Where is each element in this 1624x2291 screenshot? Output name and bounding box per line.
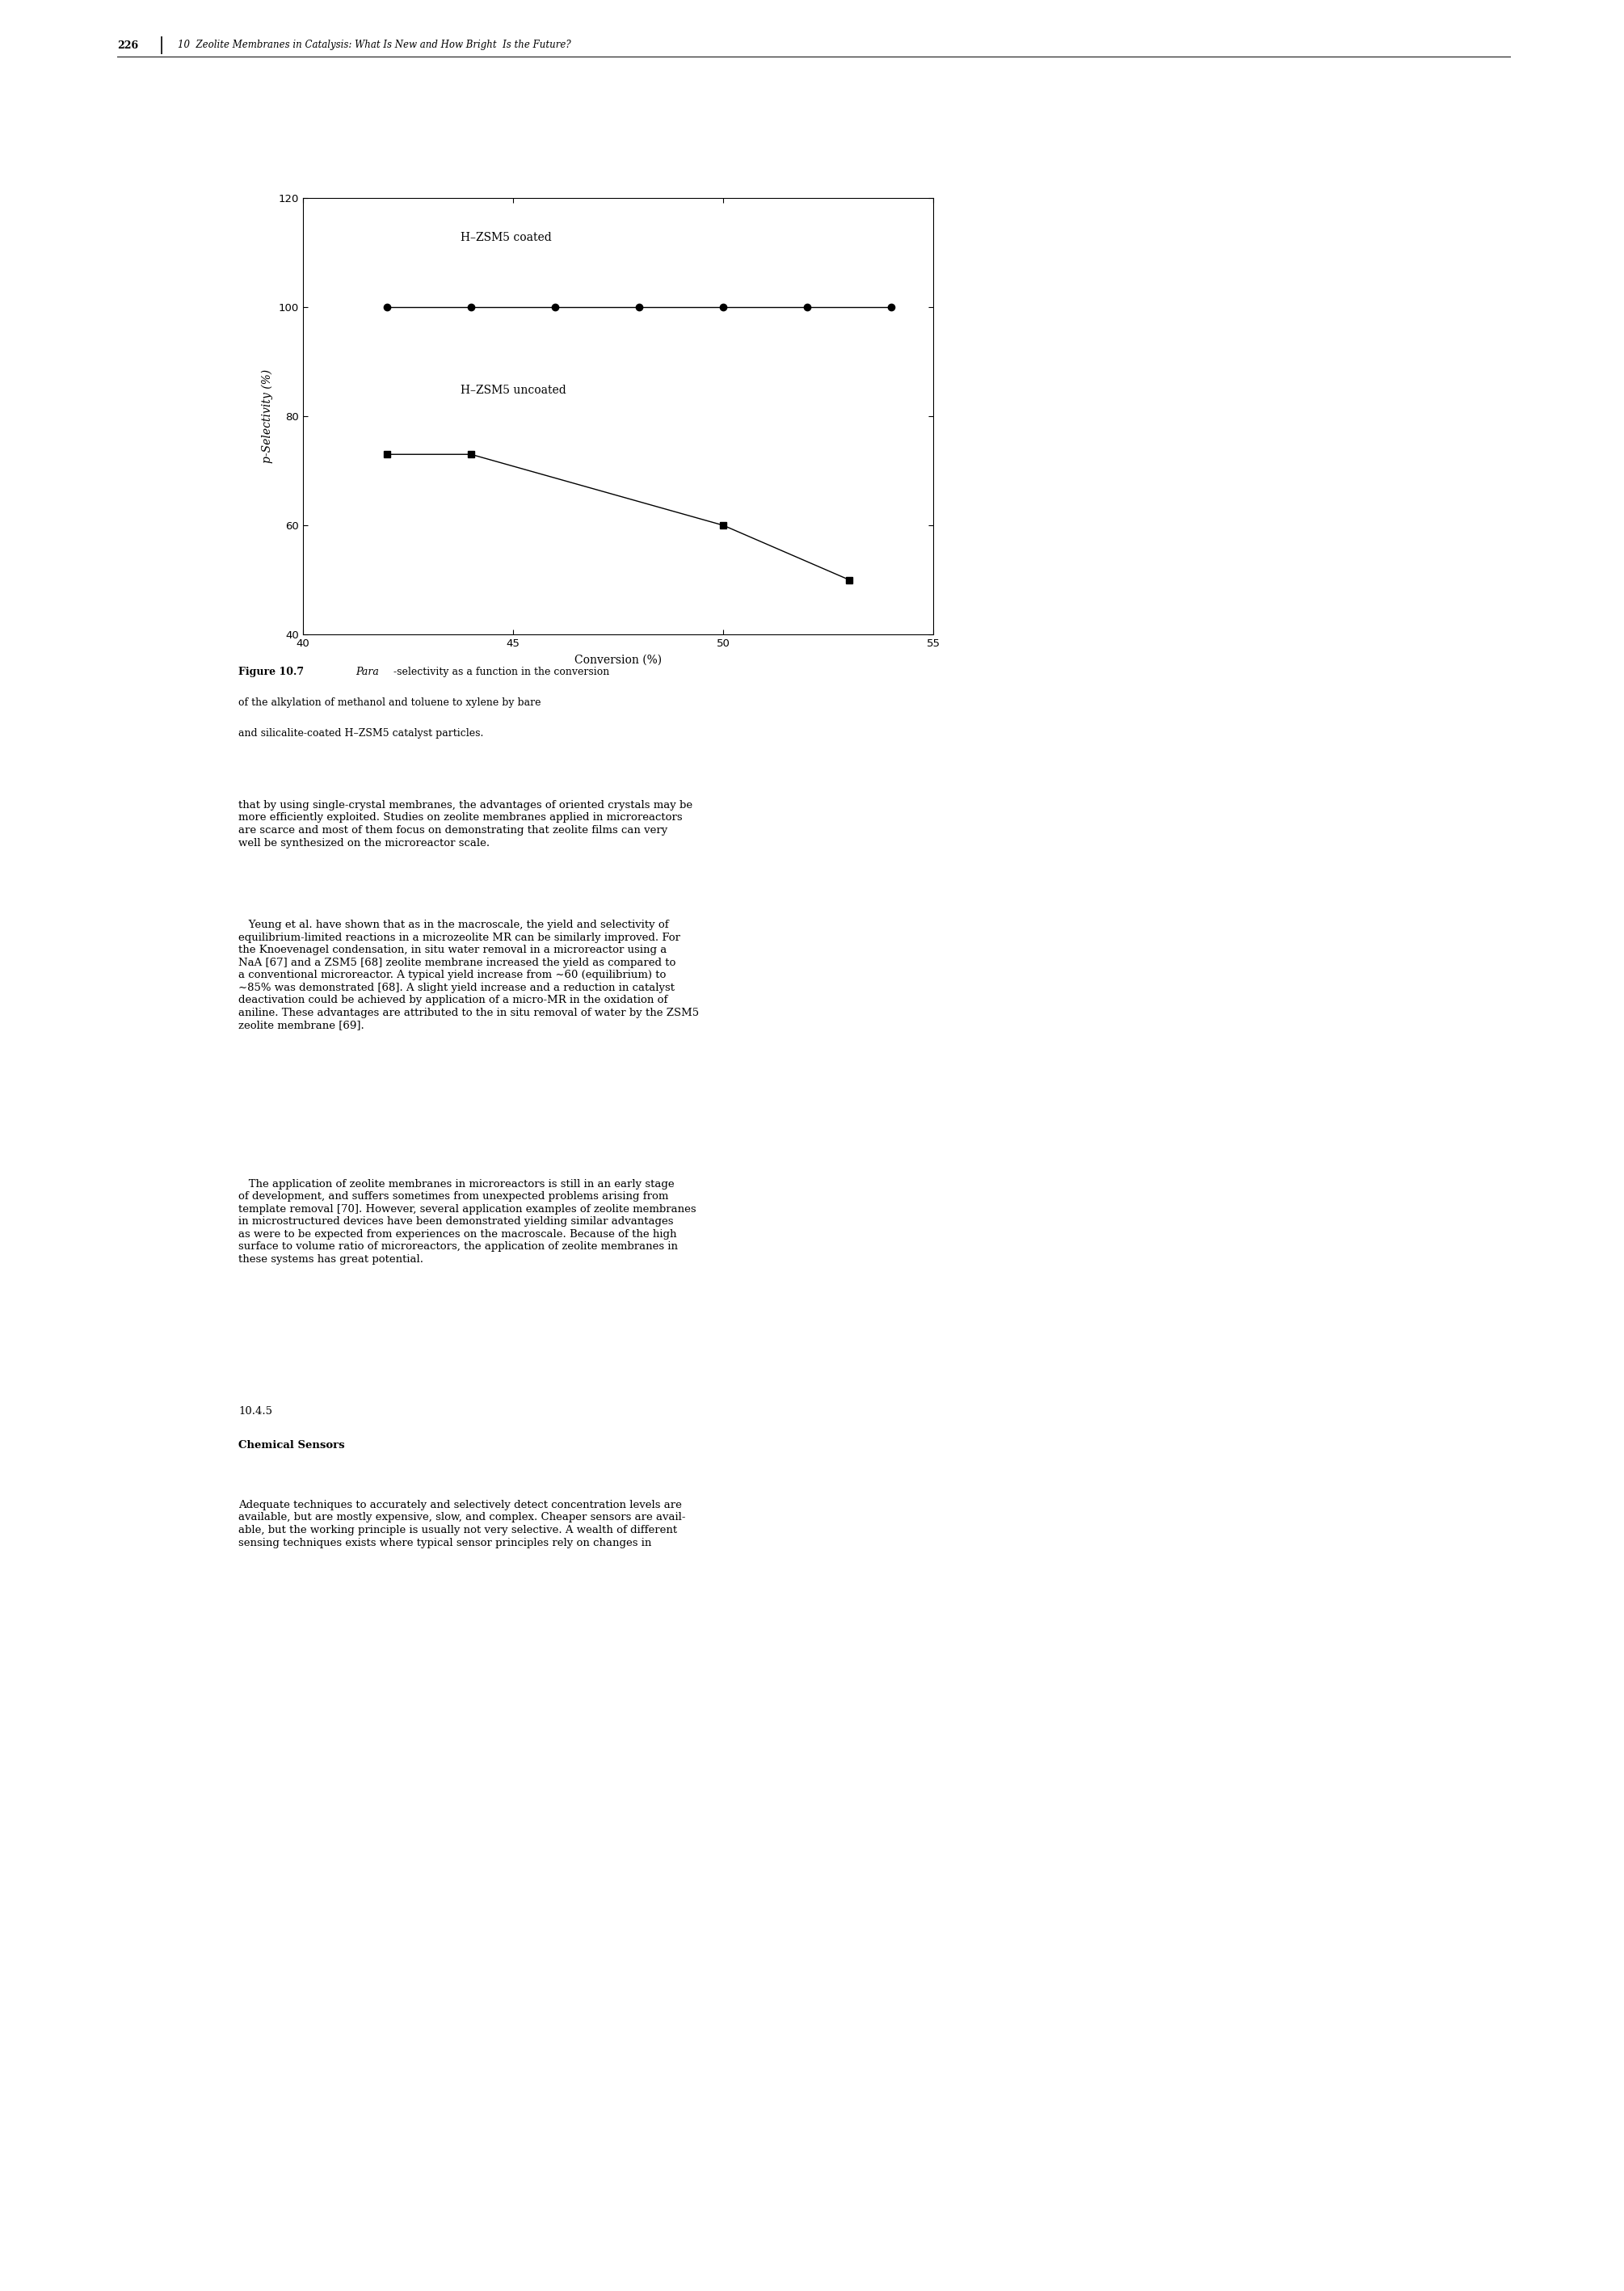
Text: 226: 226 — [117, 39, 138, 50]
Text: Adequate techniques to accurately and selectively detect concentration levels ar: Adequate techniques to accurately and se… — [239, 1501, 685, 1549]
Text: that by using single-crystal membranes, the advantages of oriented crystals may : that by using single-crystal membranes, … — [239, 800, 692, 848]
Text: and silicalite-coated H–ZSM5 catalyst particles.: and silicalite-coated H–ZSM5 catalyst pa… — [239, 729, 484, 738]
Text: H–ZSM5 uncoated: H–ZSM5 uncoated — [461, 385, 567, 396]
Text: Para: Para — [356, 667, 378, 678]
Text: Yeung et al. have shown that as in the macroscale, the yield and selectivity of
: Yeung et al. have shown that as in the m… — [239, 919, 698, 1031]
Y-axis label: p-Selectivity (%): p-Selectivity (%) — [261, 369, 273, 463]
Text: -selectivity as a function in the conversion: -selectivity as a function in the conver… — [393, 667, 609, 678]
X-axis label: Conversion (%): Conversion (%) — [575, 655, 661, 667]
Text: Figure 10.7: Figure 10.7 — [239, 667, 304, 678]
Text: The application of zeolite membranes in microreactors is still in an early stage: The application of zeolite membranes in … — [239, 1178, 697, 1265]
Text: 10  Zeolite Membranes in Catalysis: What Is New and How Bright  Is the Future?: 10 Zeolite Membranes in Catalysis: What … — [177, 39, 572, 50]
Text: of the alkylation of methanol and toluene to xylene by bare: of the alkylation of methanol and toluen… — [239, 696, 541, 708]
Text: H–ZSM5 coated: H–ZSM5 coated — [461, 231, 552, 243]
Text: Chemical Sensors: Chemical Sensors — [239, 1439, 344, 1450]
Text: 10.4.5: 10.4.5 — [239, 1407, 273, 1416]
